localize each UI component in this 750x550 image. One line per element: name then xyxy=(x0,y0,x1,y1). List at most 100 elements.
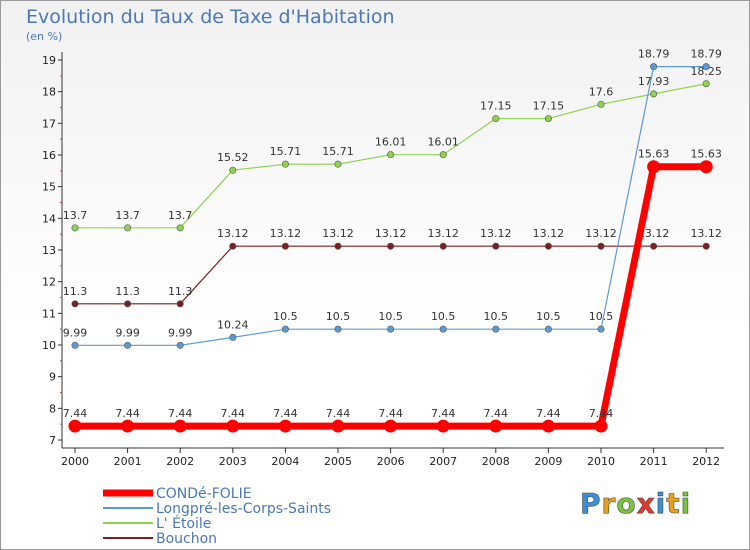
data-point xyxy=(173,419,187,433)
data-label: 11.3 xyxy=(63,285,88,298)
data-label: 13.12 xyxy=(480,227,512,240)
data-point xyxy=(229,242,237,250)
data-label: 10.5 xyxy=(589,310,614,323)
y-tick-label: 11 xyxy=(42,307,56,320)
data-label: 10.24 xyxy=(217,318,249,331)
data-point xyxy=(650,242,658,250)
data-label: 15.63 xyxy=(690,148,722,161)
x-tick-label: 2005 xyxy=(324,455,352,468)
data-label: 18.79 xyxy=(638,48,670,61)
data-label: 15.71 xyxy=(270,145,302,158)
data-label: 15.71 xyxy=(322,145,354,158)
legend-label: Bouchon xyxy=(156,531,217,547)
data-label: 7.44 xyxy=(484,407,509,420)
data-label: 10.5 xyxy=(484,310,509,323)
proxiti-logo: Proxiti xyxy=(580,487,692,521)
x-tick-label: 2003 xyxy=(219,455,247,468)
data-label: 17.93 xyxy=(638,75,670,88)
data-label: 13.12 xyxy=(638,227,670,240)
data-point xyxy=(176,341,184,349)
data-label: 18.25 xyxy=(690,65,722,78)
x-tick-label: 2009 xyxy=(534,455,562,468)
data-point xyxy=(436,419,450,433)
y-tick-label: 15 xyxy=(42,181,56,194)
data-point xyxy=(229,166,237,174)
data-point xyxy=(544,242,552,250)
y-tick-label: 14 xyxy=(42,212,56,225)
data-point xyxy=(334,160,342,168)
data-label: 17.15 xyxy=(480,100,512,113)
data-label: 9.99 xyxy=(168,326,193,339)
data-label: 7.44 xyxy=(431,407,456,420)
data-point xyxy=(281,325,289,333)
data-point xyxy=(597,325,605,333)
data-label: 13.12 xyxy=(690,227,722,240)
legend-label: Longpré-les-Corps-Saints xyxy=(156,501,331,517)
data-label: 13.12 xyxy=(427,227,459,240)
data-label: 16.01 xyxy=(427,136,459,149)
data-point xyxy=(124,300,132,308)
y-tick-label: 10 xyxy=(42,339,56,352)
data-point xyxy=(176,224,184,232)
data-point xyxy=(334,242,342,250)
data-label: 15.63 xyxy=(638,148,670,161)
data-point xyxy=(699,160,713,174)
legend-label: CONDé-FOLIE xyxy=(156,486,252,502)
y-tick-label: 9 xyxy=(49,371,56,384)
data-label: 7.44 xyxy=(589,407,614,420)
legend-label: L' Étoile xyxy=(156,515,211,532)
data-point xyxy=(702,80,710,88)
data-point xyxy=(71,300,79,308)
data-point xyxy=(176,300,184,308)
x-tick-label: 2012 xyxy=(692,455,720,468)
y-tick-label: 19 xyxy=(42,54,56,67)
y-tick-label: 13 xyxy=(42,244,56,257)
data-label: 11.3 xyxy=(115,285,140,298)
data-point xyxy=(439,242,447,250)
data-point xyxy=(492,115,500,123)
data-label: 7.44 xyxy=(63,407,88,420)
data-label: 10.5 xyxy=(536,310,561,323)
data-point xyxy=(124,224,132,232)
data-point xyxy=(439,325,447,333)
data-point xyxy=(650,63,658,71)
x-tick-label: 2007 xyxy=(429,455,457,468)
data-point xyxy=(492,242,500,250)
data-point xyxy=(647,160,661,174)
data-point xyxy=(594,419,608,433)
data-point xyxy=(597,242,605,250)
y-tick-label: 12 xyxy=(42,276,56,289)
data-label: 9.99 xyxy=(63,326,88,339)
data-point xyxy=(439,151,447,159)
x-tick-label: 2011 xyxy=(640,455,668,468)
data-point xyxy=(281,160,289,168)
data-point xyxy=(597,100,605,108)
data-point xyxy=(71,341,79,349)
data-label: 7.44 xyxy=(326,407,351,420)
data-point xyxy=(229,333,237,341)
data-label: 7.44 xyxy=(221,407,246,420)
x-tick-label: 2008 xyxy=(482,455,510,468)
data-label: 7.44 xyxy=(536,407,561,420)
data-label: 17.15 xyxy=(533,100,565,113)
data-label: 7.44 xyxy=(378,407,403,420)
y-tick-label: 17 xyxy=(42,117,56,130)
data-point xyxy=(544,115,552,123)
data-point xyxy=(68,419,82,433)
data-label: 7.44 xyxy=(168,407,193,420)
data-label: 16.01 xyxy=(375,136,407,149)
data-label: 10.5 xyxy=(273,310,298,323)
data-label: 13.7 xyxy=(168,209,193,222)
data-point xyxy=(541,419,555,433)
data-label: 15.52 xyxy=(217,151,249,164)
data-point xyxy=(124,341,132,349)
y-tick-label: 18 xyxy=(42,86,56,99)
data-point xyxy=(650,90,658,98)
x-tick-label: 2001 xyxy=(114,455,142,468)
data-point xyxy=(331,419,345,433)
data-label: 11.3 xyxy=(168,285,193,298)
data-label: 13.12 xyxy=(585,227,617,240)
data-point xyxy=(544,325,552,333)
y-tick-label: 8 xyxy=(49,402,56,415)
